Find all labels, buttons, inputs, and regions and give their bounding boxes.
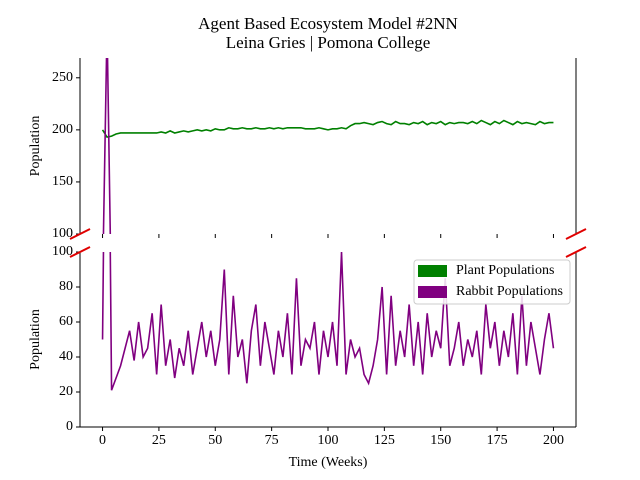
plot-area bbox=[101, 58, 554, 234]
y-tick-label: 20 bbox=[59, 384, 73, 399]
series-line bbox=[103, 61, 554, 89]
y-tick-label: 80 bbox=[59, 279, 73, 294]
y-tick-label: 150 bbox=[52, 174, 73, 189]
x-tick-label: 0 bbox=[99, 433, 106, 448]
x-tick-label: 175 bbox=[487, 433, 508, 448]
x-axis-label: Time (Weeks) bbox=[289, 455, 368, 470]
x-tick-label: 75 bbox=[265, 433, 279, 448]
x-tick-label: 150 bbox=[430, 433, 451, 448]
plot-area bbox=[101, 61, 555, 391]
legend-swatch bbox=[418, 286, 447, 298]
y-tick-label: 200 bbox=[52, 122, 73, 137]
chart-subtitle: Leina Gries | Pomona College bbox=[226, 33, 431, 52]
series-line bbox=[101, 119, 554, 139]
legend-label: Plant Populations bbox=[456, 263, 554, 278]
y-tick-label: 0 bbox=[66, 419, 73, 434]
y-tick-label: 40 bbox=[59, 349, 73, 364]
chart-title: Agent Based Ecosystem Model #2NN bbox=[198, 14, 458, 33]
legend-label: Rabbit Populations bbox=[456, 284, 563, 299]
axis-break bbox=[565, 228, 587, 240]
axis-break bbox=[69, 246, 91, 258]
legend-box bbox=[413, 259, 571, 305]
x-tick-label: 100 bbox=[318, 433, 339, 448]
x-tick-label: 25 bbox=[152, 433, 166, 448]
x-tick-label: 200 bbox=[543, 433, 564, 448]
y-tick-label: 250 bbox=[52, 70, 73, 85]
y-tick-label: 100 bbox=[52, 226, 73, 241]
x-tick-label: 125 bbox=[374, 433, 395, 448]
y-axis-label: Population bbox=[28, 116, 43, 177]
y-tick-label: 60 bbox=[59, 314, 73, 329]
axis-break bbox=[69, 228, 91, 240]
x-tick-label: 50 bbox=[208, 433, 222, 448]
y-tick-label: 100 bbox=[52, 244, 73, 259]
axis-break bbox=[565, 246, 587, 258]
series-line bbox=[101, 252, 555, 391]
y-axis-label: Population bbox=[28, 309, 43, 370]
legend-swatch bbox=[418, 265, 447, 277]
